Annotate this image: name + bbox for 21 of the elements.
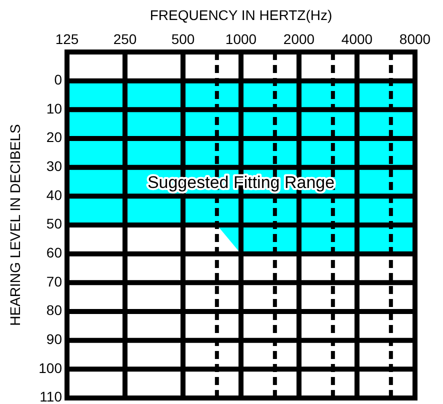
y-tick-label: 90 xyxy=(46,331,62,348)
x-tick-label: 8000 xyxy=(399,31,431,47)
x-tick-label: 250 xyxy=(113,31,137,47)
y-tick-label: 0 xyxy=(54,72,62,88)
y-tick-label: 50 xyxy=(46,216,62,232)
x-tick-label: 1000 xyxy=(225,31,257,47)
y-tick-label: 10 xyxy=(46,100,62,116)
x-tick-label: 500 xyxy=(171,31,195,47)
x-tick-label: 4000 xyxy=(341,31,373,47)
y-axis-title: HEARING LEVEL IN DECIBELS xyxy=(7,124,23,326)
y-tick-label: 40 xyxy=(46,186,62,203)
x-tick-label: 2000 xyxy=(283,31,315,47)
y-tick-label: 110 xyxy=(40,388,62,404)
y-tick-label: 80 xyxy=(46,302,62,318)
y-tick-label: 60 xyxy=(46,244,62,261)
chart-title: FREQUENCY IN HERTZ(Hz) xyxy=(150,7,332,23)
y-tick-label: 100 xyxy=(38,360,62,376)
x-tick-label: 125 xyxy=(55,31,79,47)
y-tick-label: 20 xyxy=(46,129,62,146)
y-tick-label: 70 xyxy=(46,273,62,290)
y-tick-label: 30 xyxy=(46,158,62,174)
